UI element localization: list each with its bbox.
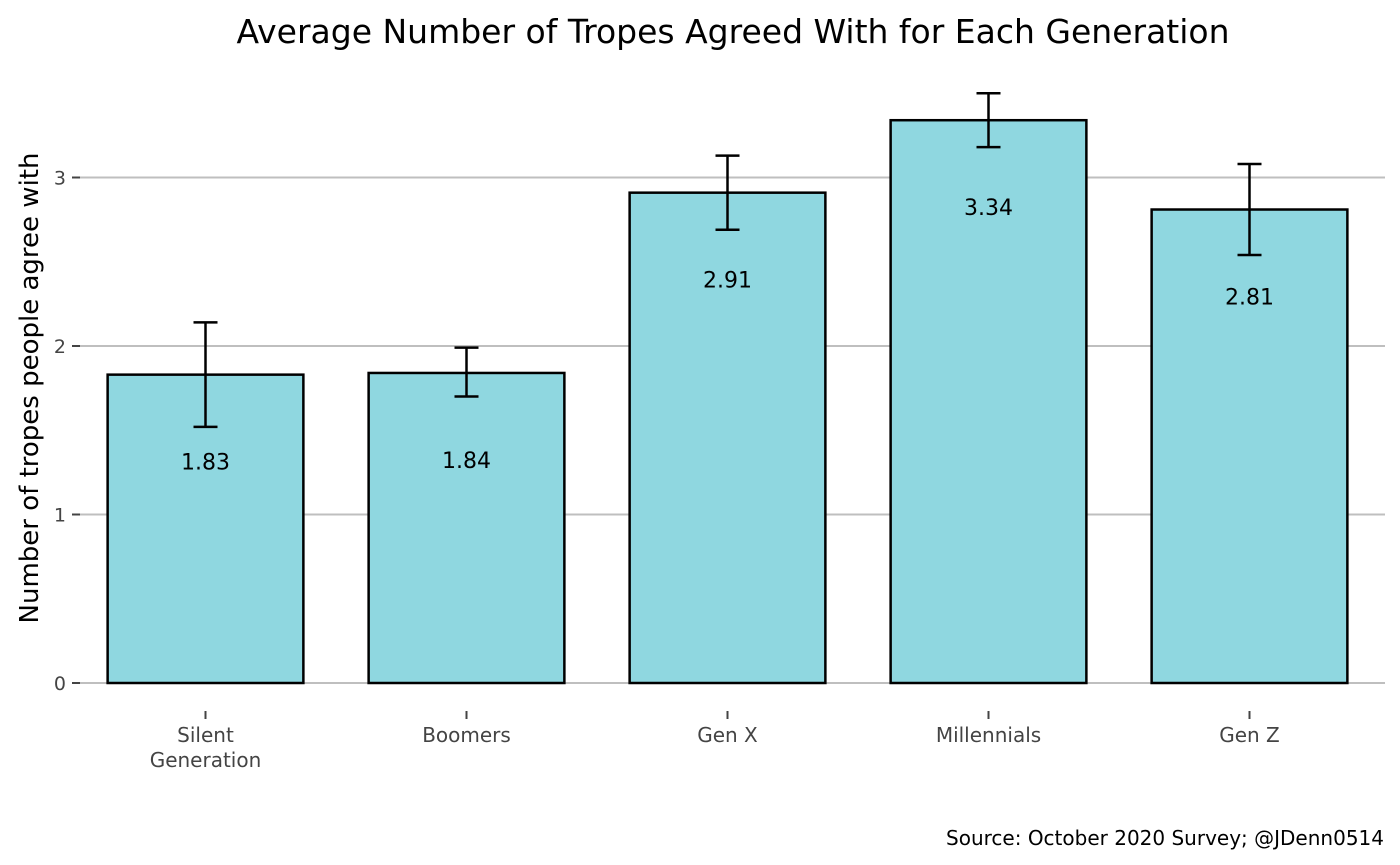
x-tick-label: Silent Generation [150, 723, 262, 772]
x-tick-label-line: Gen X [697, 723, 758, 747]
value-labels: 1.83 1.84 2.91 3.34 2.81 [181, 196, 1274, 475]
x-tick-label: Gen Z [1219, 723, 1280, 747]
value-label: 1.84 [442, 449, 491, 474]
bar [367, 371, 566, 685]
chart-caption: Source: October 2020 Survey; @JDenn0514 [946, 826, 1384, 850]
y-axis-title: Number of tropes people agree with [15, 153, 45, 624]
bar [889, 118, 1088, 685]
x-tick-label: Millennials [936, 723, 1041, 747]
chart-title: Average Number of Tropes Agreed With for… [236, 12, 1229, 51]
value-label: 3.34 [964, 196, 1013, 221]
x-tick-label: Gen X [697, 723, 758, 747]
bar [628, 191, 827, 685]
x-tick-label-line: Millennials [936, 723, 1041, 747]
x-tick-label-line: Generation [150, 748, 262, 772]
value-label: 2.91 [703, 269, 752, 294]
y-tick-label: 0 [54, 673, 66, 695]
y-tick-label: 3 [54, 168, 66, 190]
value-label: 1.83 [181, 451, 230, 476]
error-bars [193, 92, 1262, 429]
axes: 0 1 2 3 Silent Generation Boomers Gen X Millenni… [54, 168, 1280, 773]
y-tick-label: 2 [54, 336, 66, 358]
y-tick-label: 1 [54, 505, 66, 527]
bar [1150, 208, 1349, 685]
x-tick-label-line: Gen Z [1219, 723, 1280, 747]
x-tick-label-line: Boomers [422, 723, 511, 747]
x-tick-label: Boomers [422, 723, 511, 747]
x-tick-label-line: Silent [177, 723, 234, 747]
value-label: 2.81 [1225, 286, 1274, 311]
